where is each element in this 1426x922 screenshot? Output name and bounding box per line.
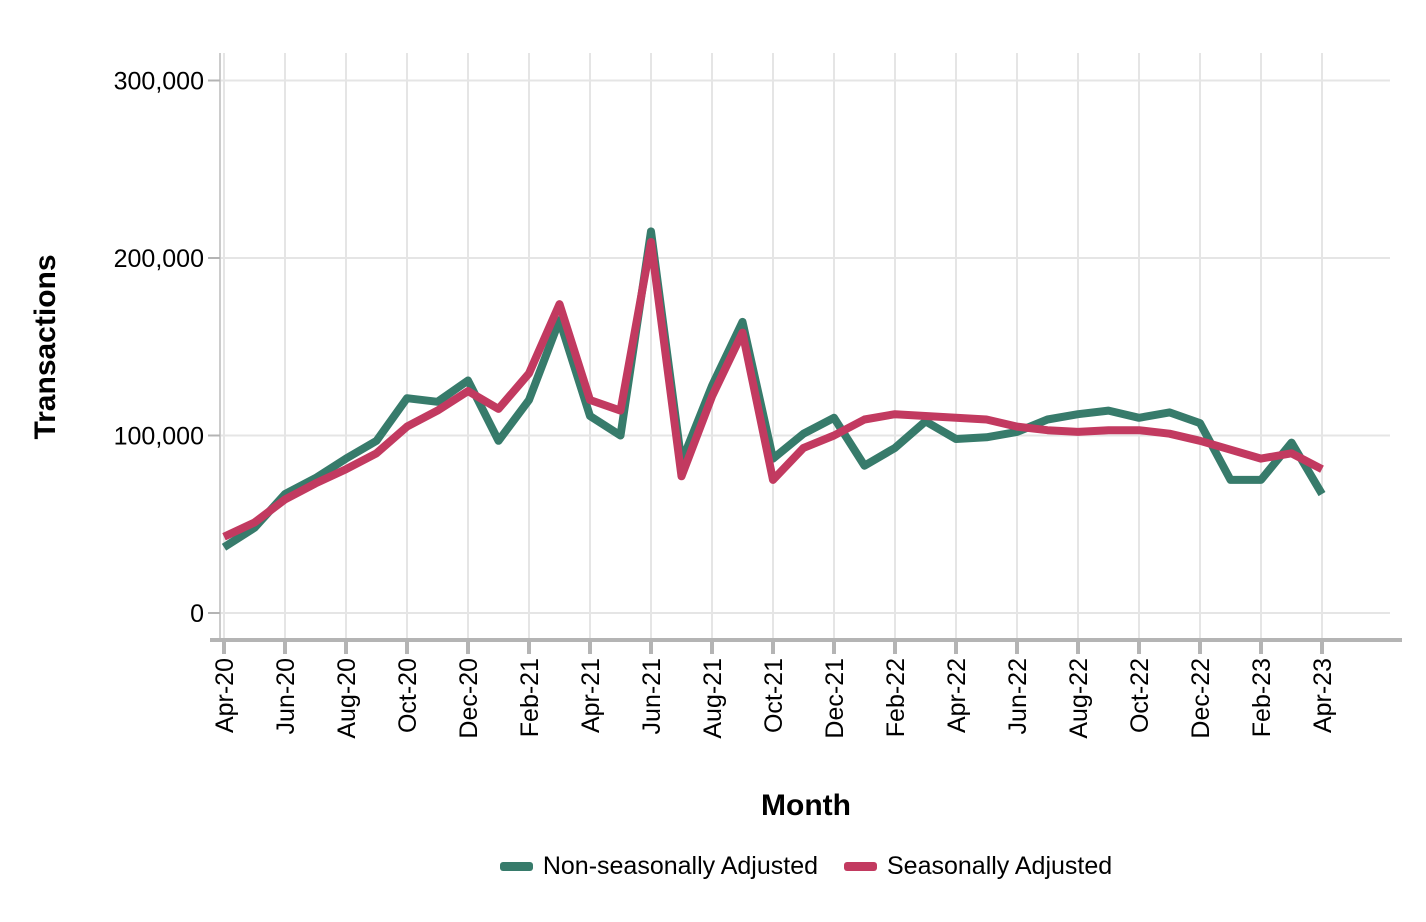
x-tick-label: Dec-22 [1187,658,1215,739]
x-tick-label: Feb-23 [1248,658,1276,737]
legend-swatch-non-seasonally-adjusted [499,862,533,871]
x-tick-label: Oct-20 [394,658,422,733]
x-tick-label: Dec-20 [455,658,483,739]
x-tick-label: Apr-22 [943,658,971,733]
x-tick-label: Feb-22 [882,658,910,737]
series-line-seasonally-adjusted [222,238,1324,541]
legend-swatch-seasonally-adjusted [844,862,877,871]
x-tick-label: Oct-21 [760,658,788,733]
x-tick-label: Jun-22 [1004,658,1032,734]
y-tick-label: 0 [190,600,204,628]
x-tick-label: Dec-21 [821,658,849,739]
x-tick-label: Feb-21 [516,658,544,737]
y-tick-label: 300,000 [114,68,204,96]
y-tick-label: 200,000 [114,245,204,273]
x-tick-label: Oct-22 [1126,658,1154,733]
legend-label-seasonally-adjusted: Seasonally Adjusted [887,852,1113,880]
chart-legend: Non-seasonally Adjusted Seasonally Adjus… [222,852,1390,881]
x-tick-label: Jun-20 [272,658,300,734]
y-axis-title: Transactions [29,254,62,440]
x-tick-label: Apr-21 [577,658,605,733]
x-tick-label: Apr-23 [1309,658,1337,733]
x-tick-label: Aug-20 [333,658,361,739]
y-tick-label: 100,000 [114,423,204,451]
legend-item-seasonally-adjusted: Seasonally Adjusted [844,852,1112,881]
x-tick-label: Aug-21 [699,658,727,739]
x-tick-label: Aug-22 [1065,658,1093,739]
x-tick-label: Jun-21 [638,658,666,734]
x-tick-label: Apr-20 [211,658,239,733]
legend-label-non-seasonally-adjusted: Non-seasonally Adjusted [542,852,818,880]
x-axis-title: Month [761,789,851,822]
series-line-non-seasonally-adjusted [221,227,1326,551]
legend-item-non-seasonally-adjusted: Non-seasonally Adjusted [499,852,818,881]
